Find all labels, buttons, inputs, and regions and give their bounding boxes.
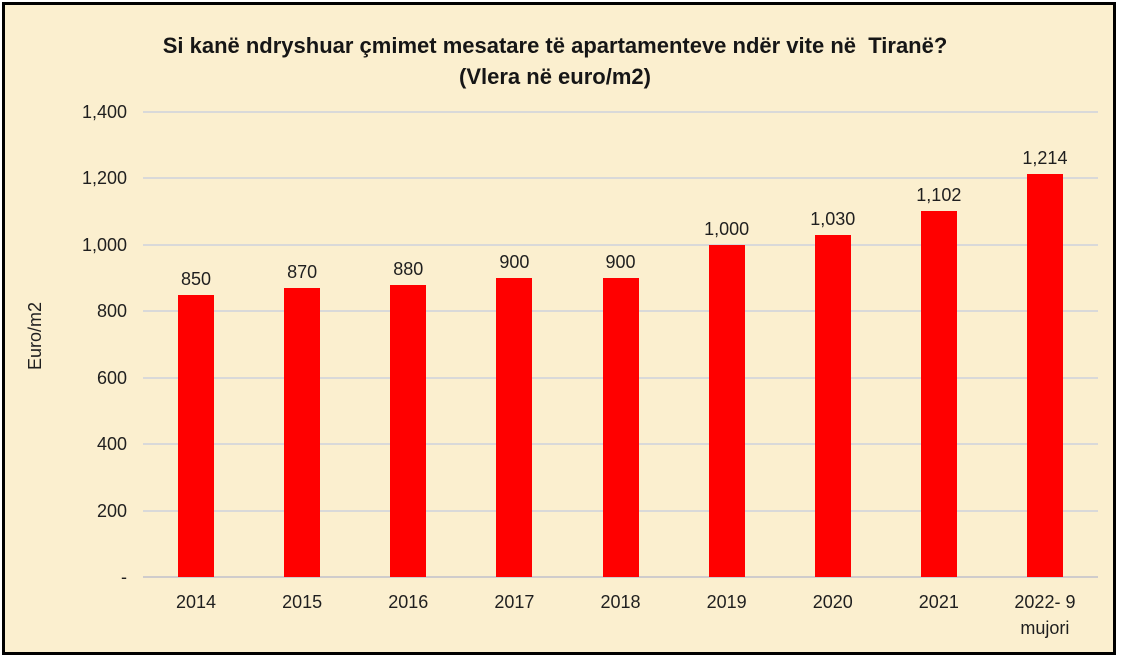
- x-tick-label: 2015: [282, 592, 323, 612]
- bar-2019: [708, 244, 745, 577]
- bar-value-label: 880: [393, 258, 424, 279]
- gridline: [143, 111, 1098, 113]
- x-tick-label: 2021: [918, 592, 959, 612]
- y-tick-label: 800: [96, 301, 127, 322]
- bar-value-label: 1,102: [916, 184, 962, 205]
- x-tick-label: 2016: [388, 592, 429, 612]
- bar-value-label: 1,214: [1022, 147, 1068, 168]
- x-tick-label: 2014: [176, 592, 217, 612]
- bar-value-label: 1,000: [704, 218, 750, 239]
- chart-area: Si kanë ndryshuar çmimet mesatare të apa…: [5, 5, 1113, 652]
- x-tick-label: 2019: [706, 592, 747, 612]
- bar-2021: [920, 210, 957, 577]
- bar-2017: [496, 278, 533, 577]
- chart-title: Si kanë ndryshuar çmimet mesatare të apa…: [5, 30, 1105, 92]
- y-tick-label: -: [121, 567, 127, 587]
- bar-2014: [178, 294, 215, 577]
- bar-value-label: 900: [605, 252, 636, 273]
- y-tick-label: 1,400: [81, 102, 127, 122]
- plot-area: 850 870 880 900 900 1,000 1,030 1,102 1,214: [143, 111, 1098, 578]
- chart-frame: Si kanë ndryshuar çmimet mesatare të apa…: [2, 2, 1116, 655]
- x-tick-label: 2020: [812, 592, 853, 612]
- y-tick-label: 400: [96, 434, 127, 455]
- y-tick-label: 1,000: [81, 234, 127, 255]
- x-tick-label: 2017: [494, 592, 535, 612]
- x-axis-line: [143, 576, 1098, 578]
- y-axis: Euro/m2 -200 400 600 800 1,000 1,200 1,400: [5, 5, 127, 658]
- bar-2022-: [1026, 173, 1063, 577]
- chart-title-line1: Si kanë ndryshuar çmimet mesatare të apa…: [162, 33, 948, 58]
- x-tick-label: 2022- 9 mujori: [1014, 592, 1076, 638]
- bar-value-label: 900: [499, 252, 530, 273]
- gridline: [143, 243, 1098, 246]
- y-tick-label: 600: [96, 367, 127, 388]
- y-tick-label: 200: [96, 500, 127, 521]
- bar-value-label: 1,030: [810, 208, 856, 229]
- bar-value-label: 850: [181, 268, 212, 289]
- bar-2016: [390, 284, 427, 577]
- gridline: [143, 177, 1098, 180]
- x-tick-label: 2018: [600, 592, 641, 612]
- chart-title-line2: (Vlera në euro/m2): [459, 64, 651, 89]
- bar-2015: [284, 288, 321, 577]
- y-tick-label: 1,200: [81, 168, 127, 189]
- bar-value-label: 870: [287, 262, 318, 283]
- bar-2018: [602, 278, 639, 577]
- bar-2020: [814, 234, 851, 577]
- x-axis: 2014 2015 2016 2017 2018 2019 2020 2021 2022- 9 …: [143, 589, 1098, 651]
